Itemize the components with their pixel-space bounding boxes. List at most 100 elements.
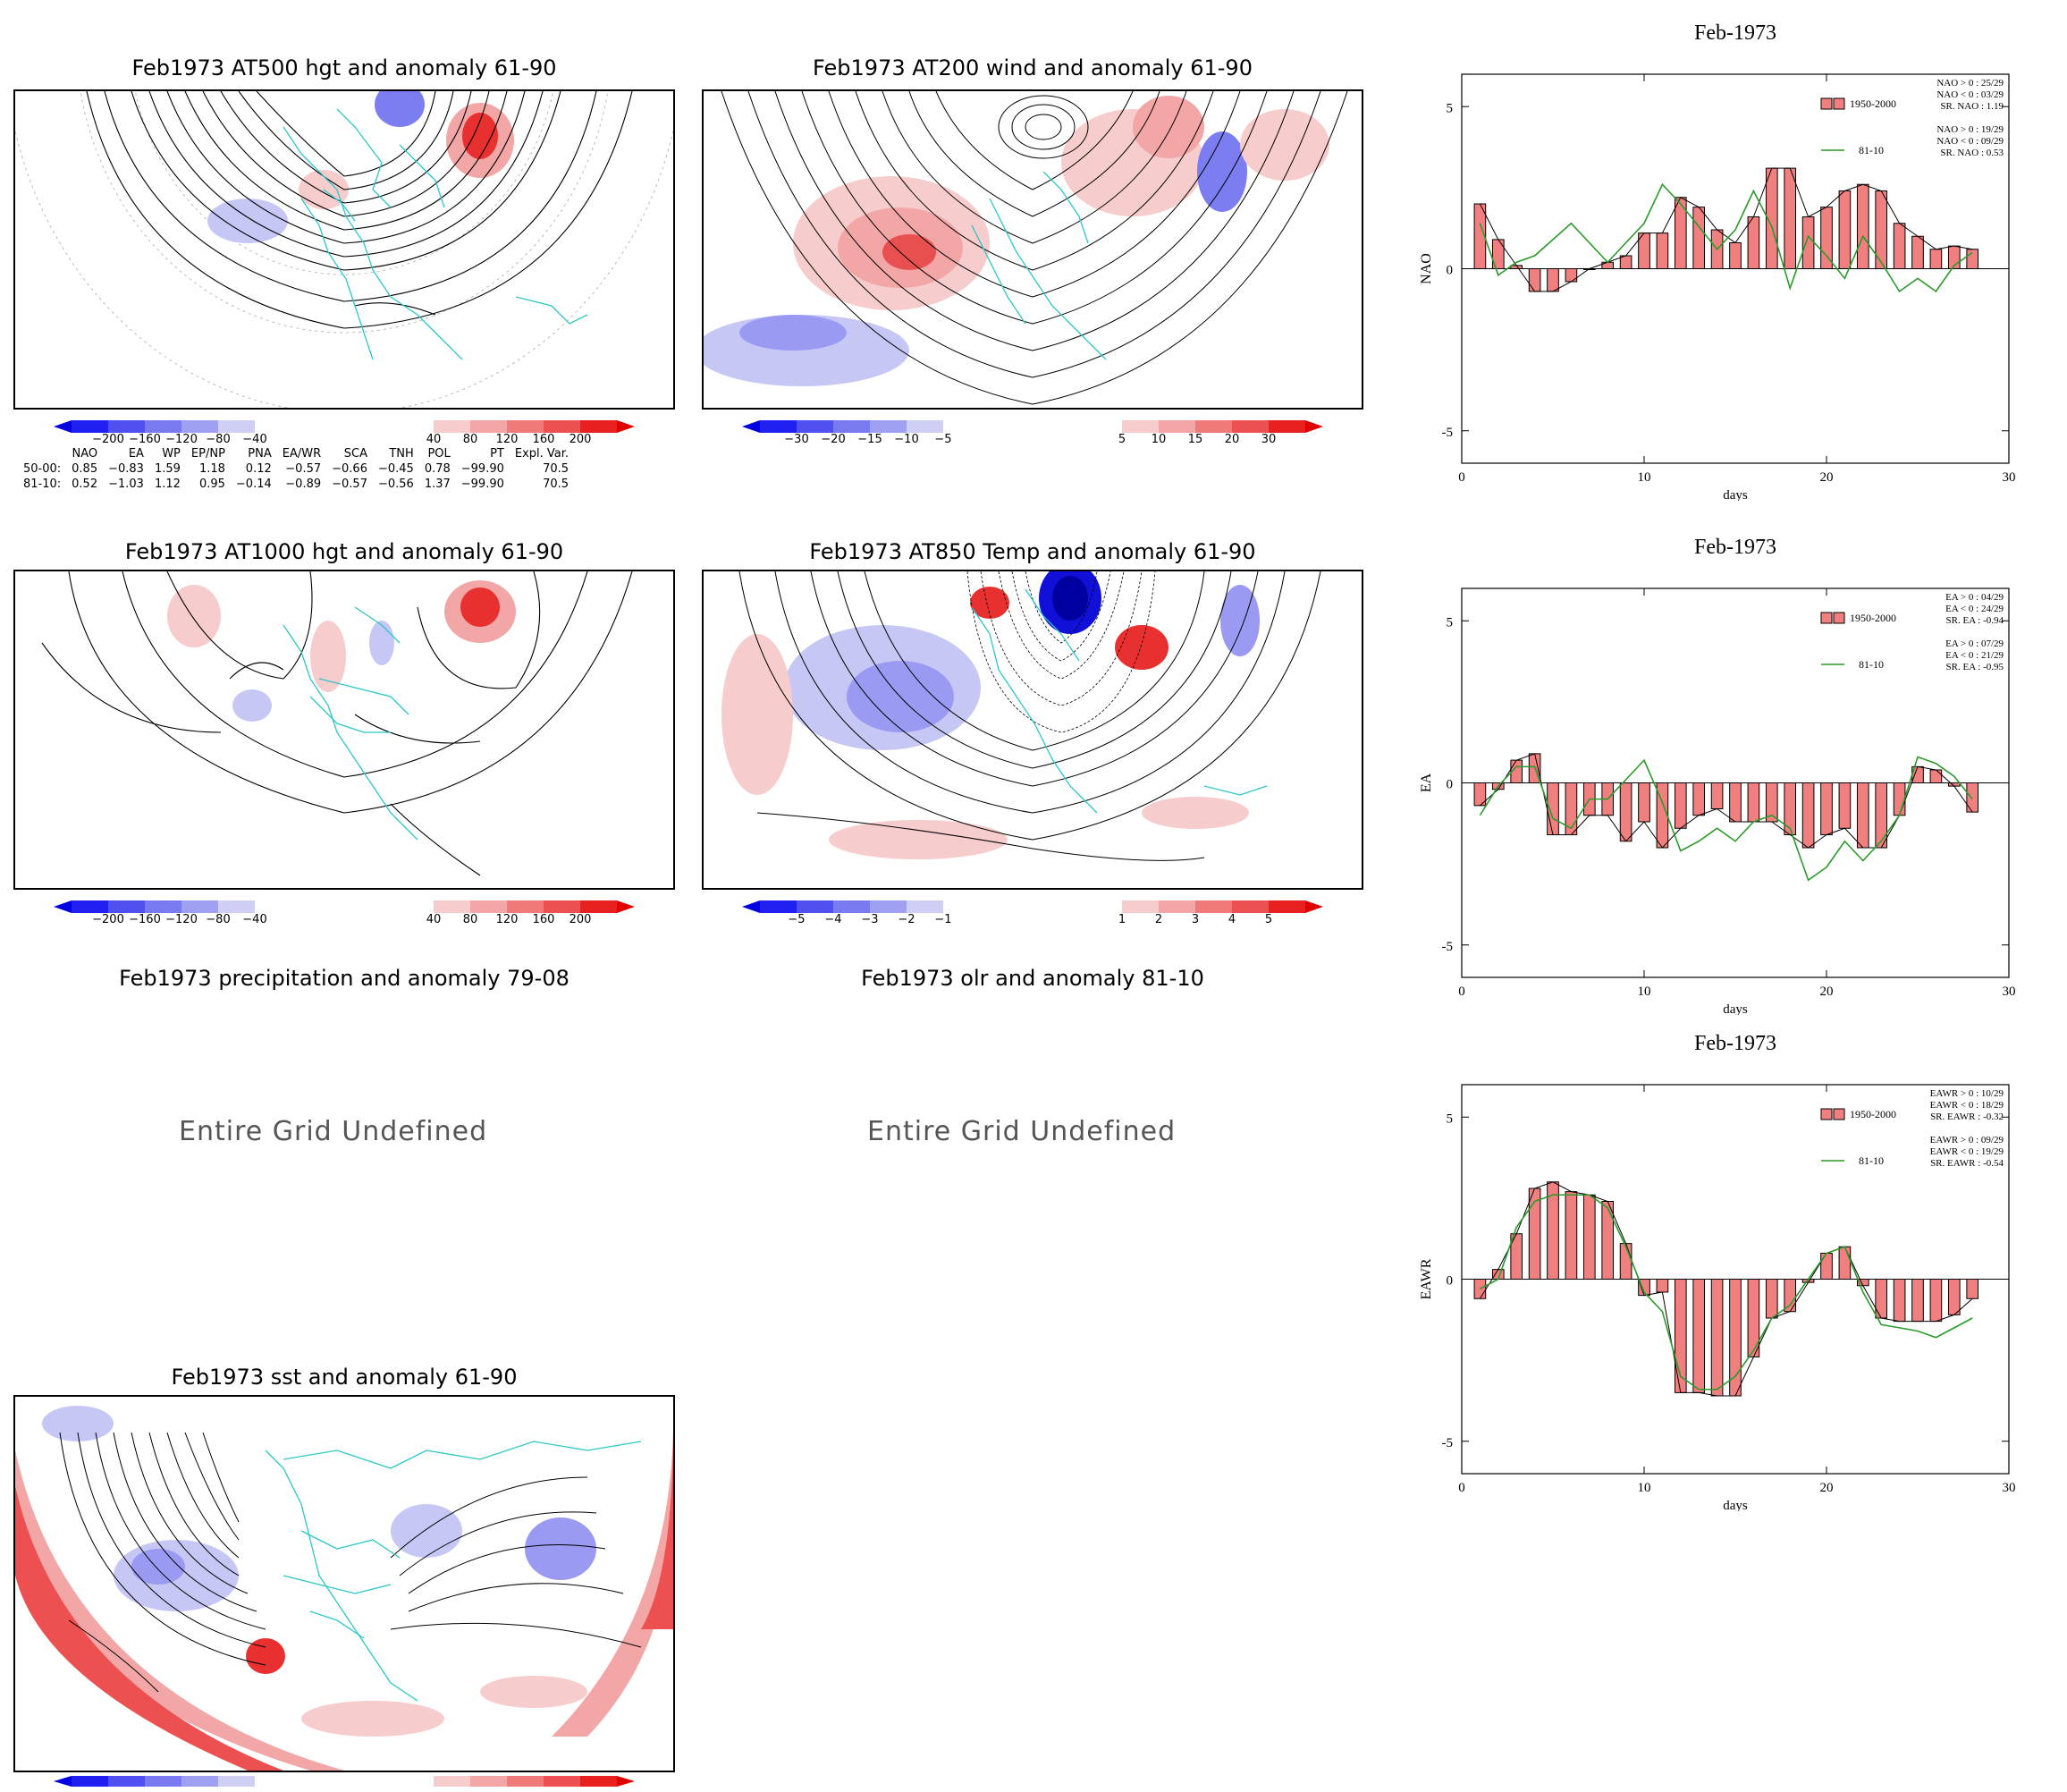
y-tick-label: 0 (1447, 264, 1454, 278)
colorbar-sst-svg (54, 1776, 635, 1787)
y-tick-label: -5 (1442, 1436, 1454, 1450)
bar (1784, 167, 1797, 269)
colorbar-label: 20 (1224, 433, 1240, 446)
index-header: PNA (248, 447, 272, 461)
colorbar-label: −120 (165, 433, 198, 446)
index-value: −0.57 (285, 462, 322, 476)
legend-line-label: 81-10 (1859, 1154, 1884, 1167)
bar (1966, 249, 1979, 269)
bar (1893, 223, 1906, 269)
legend-stat: SR. EAWR : -0.54 (1930, 1158, 2004, 1169)
map-at500 (13, 89, 675, 410)
colorbar-label: 40 (426, 433, 442, 446)
colorbar-label: 5 (1264, 913, 1273, 926)
legend-stat: NAO > 0 : 25/29 (1936, 78, 2004, 89)
bar (1656, 1279, 1669, 1293)
index-value: 1.37 (424, 478, 451, 491)
bar (1692, 782, 1706, 816)
bar (1747, 216, 1760, 269)
index-value: −1.03 (108, 478, 144, 491)
legend-stat: NAO < 0 : 09/29 (1936, 136, 2004, 147)
row-label: 50-00: (23, 462, 62, 476)
legend-bar-swatch (1820, 1108, 1833, 1120)
colorbar-label: 30 (1261, 433, 1277, 446)
legend-stat: EA < 0 : 21/29 (1945, 650, 2004, 661)
map-at200 (702, 89, 1363, 410)
legend-bar-swatch (1833, 1108, 1845, 1120)
colorbar-label: −30 (784, 433, 809, 446)
bar (1765, 1279, 1778, 1319)
bar (1473, 203, 1487, 269)
x-tick-label: 0 (1458, 470, 1465, 485)
index-value: −0.83 (108, 462, 144, 476)
olr-undefined-message: Entire Grid Undefined (867, 1116, 1177, 1147)
colorbar-label: −10 (894, 433, 919, 446)
legend-line-label: 81-10 (1859, 144, 1884, 156)
y-tick-label: 5 (1447, 1112, 1454, 1126)
legend-stat: EA > 0 : 07/29 (1945, 638, 2004, 649)
x-tick-label: 30 (2003, 470, 2016, 485)
index-header: Expl. Var. (514, 447, 569, 461)
index-header: EA/WR (282, 447, 322, 461)
index-table-header: NAO EA WP EP/NP PNA EA/WR SCA TNH POL PT… (18, 447, 574, 462)
legend-stat: SR. EA : -0.95 (1946, 662, 2004, 672)
colorbar-label: 160 (532, 433, 555, 446)
ea-timeseries-chart: Feb-1973 5 0 -5 0 10 20 30 days EA 1950-2000 81-10 E… (1419, 536, 2016, 1015)
map-title-precip: Feb1973 precipitation and anomaly 79-08 (119, 966, 569, 991)
index-value: 0.78 (424, 462, 451, 476)
legend-bar-swatch (1833, 612, 1845, 624)
index-value: 70.5 (543, 462, 569, 476)
index-value: −0.56 (377, 478, 414, 491)
legend-stat: SR. NAO : 0.53 (1940, 148, 2004, 158)
map-at500-svg (15, 91, 673, 408)
index-header: NAO (72, 447, 98, 461)
colorbar-at850 (742, 897, 1323, 917)
bar (1747, 1279, 1760, 1357)
colorbar-label: 120 (495, 913, 519, 926)
index-value: −0.45 (377, 462, 414, 476)
bar (1729, 242, 1742, 269)
bar (1674, 782, 1687, 829)
chart-title: Feb-1973 (1694, 536, 1776, 559)
bar (1619, 255, 1633, 269)
teleconnection-index-table: NAO EA WP EP/NP PNA EA/WR SCA TNH POL PT… (18, 447, 574, 493)
bar (1619, 782, 1633, 842)
colorbar-label: −3 (861, 913, 879, 926)
colorbar-at200-labels: −30 −20 −15 −10 −5 5 10 15 20 30 (742, 433, 1323, 447)
colorbar-sst (54, 1775, 635, 1788)
x-tick-label: 0 (1458, 985, 1465, 999)
colorbar-label: −40 (242, 433, 267, 446)
colorbar-label: −1 (934, 913, 952, 926)
legend-stat: EA < 0 : 24/29 (1945, 604, 2004, 614)
bar (1856, 782, 1869, 849)
map-title-olr: Feb1973 olr and anomaly 81-10 (861, 966, 1204, 991)
legend-stat: EAWR > 0 : 09/29 (1930, 1135, 2004, 1145)
bar (1601, 1201, 1615, 1280)
index-value: −0.14 (235, 478, 272, 491)
bar (1729, 782, 1742, 823)
legend-bar-swatch (1820, 97, 1833, 110)
colorbar-at1000-svg (54, 900, 635, 913)
bar (1929, 769, 1943, 783)
legend-bar-label: 1950-2000 (1850, 1108, 1896, 1120)
y-tick-label: -5 (1442, 426, 1454, 440)
index-value: −99.90 (460, 462, 504, 476)
colorbar-label: −5 (934, 433, 952, 446)
bar (1638, 782, 1650, 823)
bar (1473, 782, 1487, 807)
index-value: −0.89 (285, 478, 322, 491)
index-value: 1.18 (198, 462, 225, 476)
colorbar-label: −4 (824, 913, 842, 926)
index-value: −0.57 (332, 478, 367, 491)
x-tick-label: 10 (1638, 470, 1651, 485)
legend-bar-label: 1950-2000 (1850, 612, 1896, 624)
index-header: EP/NP (190, 447, 225, 461)
y-axis-label: NAO (1419, 253, 1434, 284)
map-title-at200: Feb1973 AT200 wind and anomaly 61-90 (813, 55, 1253, 80)
map-at200-svg (704, 91, 1348, 405)
bar (1656, 232, 1669, 269)
colorbar-label: −160 (129, 913, 161, 926)
bar (1820, 207, 1833, 269)
index-header: EA (128, 447, 144, 461)
bar (1710, 1279, 1724, 1397)
